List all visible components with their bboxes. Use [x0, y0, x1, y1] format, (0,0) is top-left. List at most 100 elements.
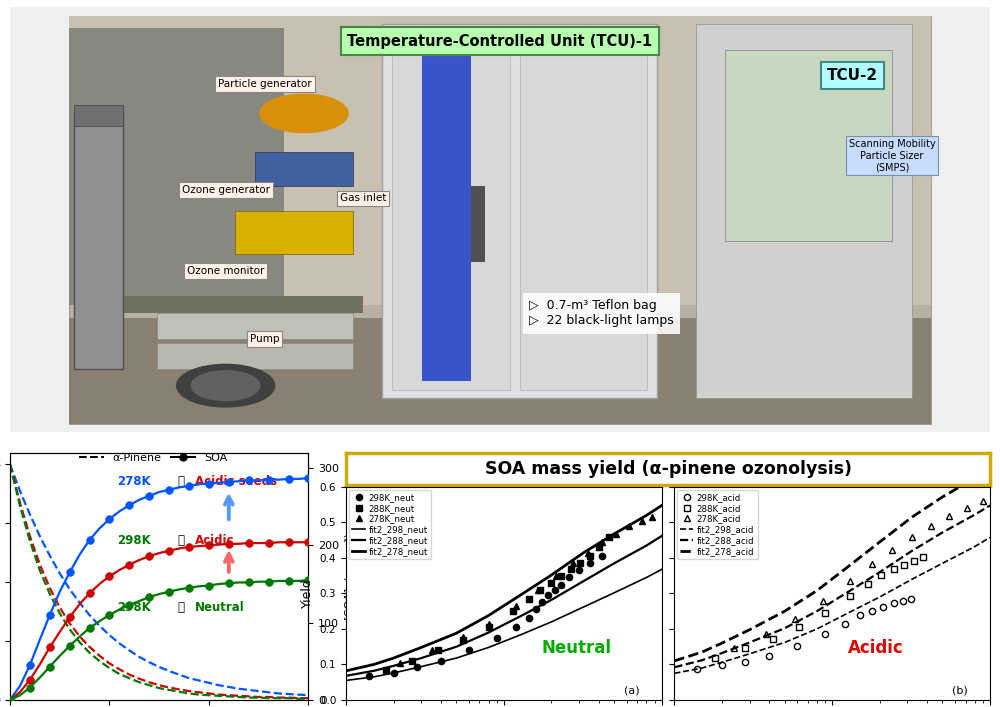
- 298K_acid: [854, 612, 866, 620]
- fit2_278_neut: [578, 549, 590, 557]
- fit2_288_acid: [744, 638, 756, 647]
- Text: (b): (b): [952, 686, 968, 696]
- Y-axis label: [SOA]  (μg m⁻³): [SOA] (μg m⁻³): [345, 533, 355, 620]
- 298K_neut: [388, 669, 400, 677]
- fit2_288_neut: [483, 629, 495, 637]
- Bar: [725, 49, 892, 241]
- 288K_neut: [380, 665, 392, 674]
- 288K_neut: [593, 543, 605, 551]
- 278K_acid: [817, 597, 829, 605]
- 278K_neut: [623, 522, 635, 530]
- 278K_acid: [977, 497, 989, 506]
- fit2_278_acid: [716, 639, 728, 648]
- fit2_298_neut: [608, 588, 620, 597]
- fit2_298_neut: [388, 669, 400, 677]
- 298K_acid: [716, 661, 728, 670]
- 278K_neut: [636, 517, 648, 525]
- 278K_neut: [426, 646, 438, 655]
- 288K_acid: [908, 556, 920, 565]
- 298K_neut: [523, 614, 535, 623]
- fit2_278_neut: [340, 667, 352, 675]
- 278K_acid: [961, 503, 973, 512]
- Circle shape: [260, 94, 348, 132]
- Line: fit2_288_acid: fit2_288_acid: [674, 506, 990, 667]
- Bar: [69, 317, 931, 424]
- 298K_neut: [463, 646, 475, 655]
- 298K_acid: [763, 651, 775, 660]
- Text: Neutral: Neutral: [195, 601, 245, 614]
- Y-axis label: Yield: Yield: [301, 578, 314, 609]
- fit2_288_acid: [906, 547, 918, 555]
- fit2_288_neut: [450, 643, 462, 651]
- 278K_acid: [866, 560, 878, 568]
- 278K_neut: [646, 513, 658, 522]
- fit2_298_acid: [874, 592, 886, 601]
- fit2_298_neut: [516, 630, 528, 638]
- fit2_288_acid: [668, 663, 680, 672]
- 298K_neut: [542, 591, 554, 600]
- Circle shape: [177, 364, 275, 407]
- Line: fit2_288_neut: fit2_288_neut: [346, 536, 662, 676]
- 278K_neut: [483, 619, 495, 628]
- fit2_278_acid: [668, 657, 680, 665]
- Line: 278K_neut: 278K_neut: [397, 514, 656, 666]
- 278K_acid: [760, 630, 772, 638]
- 288K_neut: [523, 595, 535, 603]
- 298K_acid: [839, 619, 851, 628]
- fit2_278_acid: [874, 538, 886, 547]
- 298K_neut: [411, 663, 423, 672]
- 298K_acid: [888, 599, 900, 607]
- fit2_298_acid: [716, 658, 728, 667]
- 288K_acid: [888, 565, 900, 573]
- Bar: [69, 28, 284, 305]
- Bar: [422, 41, 471, 381]
- 298K_acid: [877, 602, 889, 611]
- 288K_neut: [507, 607, 519, 616]
- Text: ・: ・: [177, 475, 184, 488]
- 288K_acid: [709, 654, 721, 662]
- 288K_neut: [555, 571, 567, 580]
- Legend: 298K_neut, 288K_neut, 278K_neut, fit2_298_neut, fit2_288_neut, fit2_278_neut: 298K_neut, 288K_neut, 278K_neut, fit2_29…: [349, 489, 431, 559]
- Text: ・: ・: [177, 601, 184, 614]
- 298K_neut: [584, 559, 596, 568]
- Bar: [520, 33, 647, 390]
- 288K_neut: [584, 552, 596, 561]
- 288K_neut: [603, 532, 615, 541]
- fit2_278_neut: [483, 612, 495, 620]
- Text: Ozone monitor: Ozone monitor: [187, 266, 264, 276]
- Line: 298K_acid: 298K_acid: [694, 596, 914, 672]
- Bar: [88, 296, 363, 313]
- fit2_278_neut: [368, 660, 380, 669]
- Text: Gas inlet: Gas inlet: [340, 194, 386, 204]
- 298K_neut: [530, 605, 542, 614]
- 288K_acid: [739, 644, 751, 653]
- 298K_acid: [866, 607, 878, 615]
- 288K_neut: [565, 565, 577, 573]
- 288K_acid: [767, 635, 779, 643]
- fit2_288_acid: [779, 624, 791, 633]
- Text: 298K: 298K: [117, 534, 151, 547]
- 298K_acid: [905, 595, 917, 603]
- fit2_278_neut: [450, 629, 462, 638]
- Circle shape: [191, 370, 260, 401]
- fit2_298_acid: [906, 575, 918, 583]
- fit2_298_acid: [969, 542, 981, 551]
- fit2_288_neut: [578, 577, 590, 585]
- fit2_278_neut: [388, 654, 400, 662]
- 278K_acid: [886, 546, 898, 554]
- 288K_acid: [917, 553, 929, 561]
- 288K_neut: [545, 578, 557, 587]
- fit2_278_acid: [779, 607, 791, 616]
- 288K_neut: [483, 623, 495, 631]
- Legend: 298K_acid, 288K_acid, 278K_acid, fit2_298_acid, fit2_288_acid, fit2_278_acid: 298K_acid, 288K_acid, 278K_acid, fit2_29…: [677, 489, 758, 559]
- 288K_neut: [406, 657, 418, 665]
- fit2_288_neut: [640, 542, 652, 550]
- Text: ▷  0.7-m³ Teflon bag
▷  22 black-light lamps: ▷ 0.7-m³ Teflon bag ▷ 22 black-light lam…: [529, 299, 674, 327]
- fit2_298_acid: [984, 533, 996, 542]
- 288K_acid: [793, 623, 805, 631]
- 288K_neut: [574, 559, 586, 568]
- fit2_288_acid: [811, 607, 823, 616]
- Bar: [74, 105, 123, 126]
- Bar: [235, 211, 353, 254]
- 298K_acid: [791, 642, 803, 650]
